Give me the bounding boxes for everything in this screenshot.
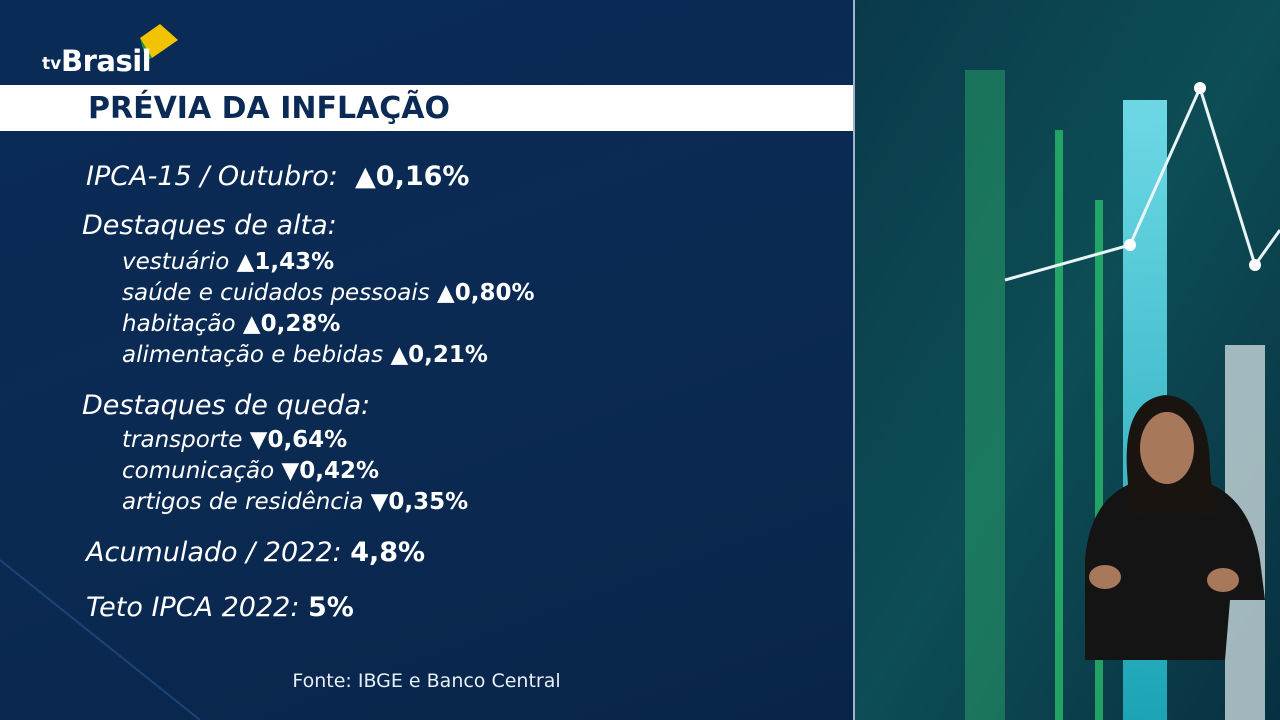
image-bar bbox=[965, 70, 1005, 720]
logo-flag-green bbox=[140, 38, 152, 60]
logo-name: Brasil bbox=[61, 44, 152, 78]
item-value: ▼0,64% bbox=[249, 427, 348, 453]
item-line: habitação ▲0,28% bbox=[122, 309, 340, 339]
image-dot bbox=[1124, 239, 1136, 251]
lows-heading: Destaques de queda: bbox=[82, 390, 371, 421]
item-line: transporte ▼0,64% bbox=[122, 425, 347, 455]
signer-hand bbox=[1207, 568, 1239, 592]
image-dot bbox=[1194, 82, 1206, 94]
item-label: saúde e cuidados pessoais bbox=[122, 280, 430, 306]
item-label: vestuário bbox=[122, 249, 230, 275]
accumulated-value: 4,8% bbox=[350, 537, 426, 568]
summary-label: IPCA-15 / Outubro: bbox=[86, 161, 338, 192]
image-dot bbox=[1249, 259, 1261, 271]
item-value: ▲0,80% bbox=[437, 280, 535, 306]
item-label: transporte bbox=[122, 427, 243, 453]
ceiling-label: Teto IPCA 2022: bbox=[86, 592, 300, 623]
signer-hand bbox=[1089, 565, 1121, 589]
panel-decoration bbox=[0, 24, 201, 720]
image-bar bbox=[1095, 200, 1103, 720]
item-label: artigos de residência bbox=[122, 489, 364, 515]
title: PRÉVIA DA INFLAÇÃO bbox=[88, 91, 451, 126]
item-line: comunicação ▼0,42% bbox=[122, 456, 379, 486]
signer-face bbox=[1140, 412, 1194, 484]
title-bar bbox=[0, 85, 853, 131]
item-line: alimentação e bebidas ▲0,21% bbox=[122, 340, 488, 370]
item-label: habitação bbox=[122, 311, 236, 337]
item-line: saúde e cuidados pessoais ▲0,80% bbox=[122, 278, 535, 308]
item-value: ▲0,28% bbox=[242, 311, 341, 337]
item-line: artigos de residência ▼0,35% bbox=[122, 487, 468, 517]
signer-body bbox=[1085, 480, 1265, 660]
item-line: vestuário ▲1,43% bbox=[122, 247, 334, 277]
image-bar bbox=[1055, 130, 1063, 720]
item-value: ▲1,43% bbox=[236, 249, 335, 275]
item-value: ▼0,35% bbox=[370, 489, 469, 515]
item-value: ▲0,21% bbox=[390, 342, 488, 368]
logo-flag bbox=[140, 24, 178, 58]
divider bbox=[853, 0, 855, 720]
item-label: alimentação e bebidas bbox=[122, 342, 384, 368]
accumulated-line: Acumulado / 2022: 4,8% bbox=[86, 538, 425, 568]
item-label: comunicação bbox=[122, 458, 275, 484]
ceiling-line: Teto IPCA 2022: 5% bbox=[86, 593, 354, 623]
summary-value: ▲0,16% bbox=[355, 161, 470, 192]
source: Fonte: IBGE e Banco Central bbox=[292, 670, 561, 692]
decor-line bbox=[0, 559, 201, 720]
background-image bbox=[855, 0, 1280, 720]
item-value: ▼0,42% bbox=[281, 458, 380, 484]
logo-prefix: tv bbox=[42, 54, 62, 74]
summary-line: IPCA-15 / Outubro: ▲0,16% bbox=[86, 162, 469, 192]
accumulated-label: Acumulado / 2022: bbox=[86, 537, 342, 568]
ceiling-value: 5% bbox=[308, 592, 354, 623]
highs-heading: Destaques de alta: bbox=[82, 210, 337, 241]
